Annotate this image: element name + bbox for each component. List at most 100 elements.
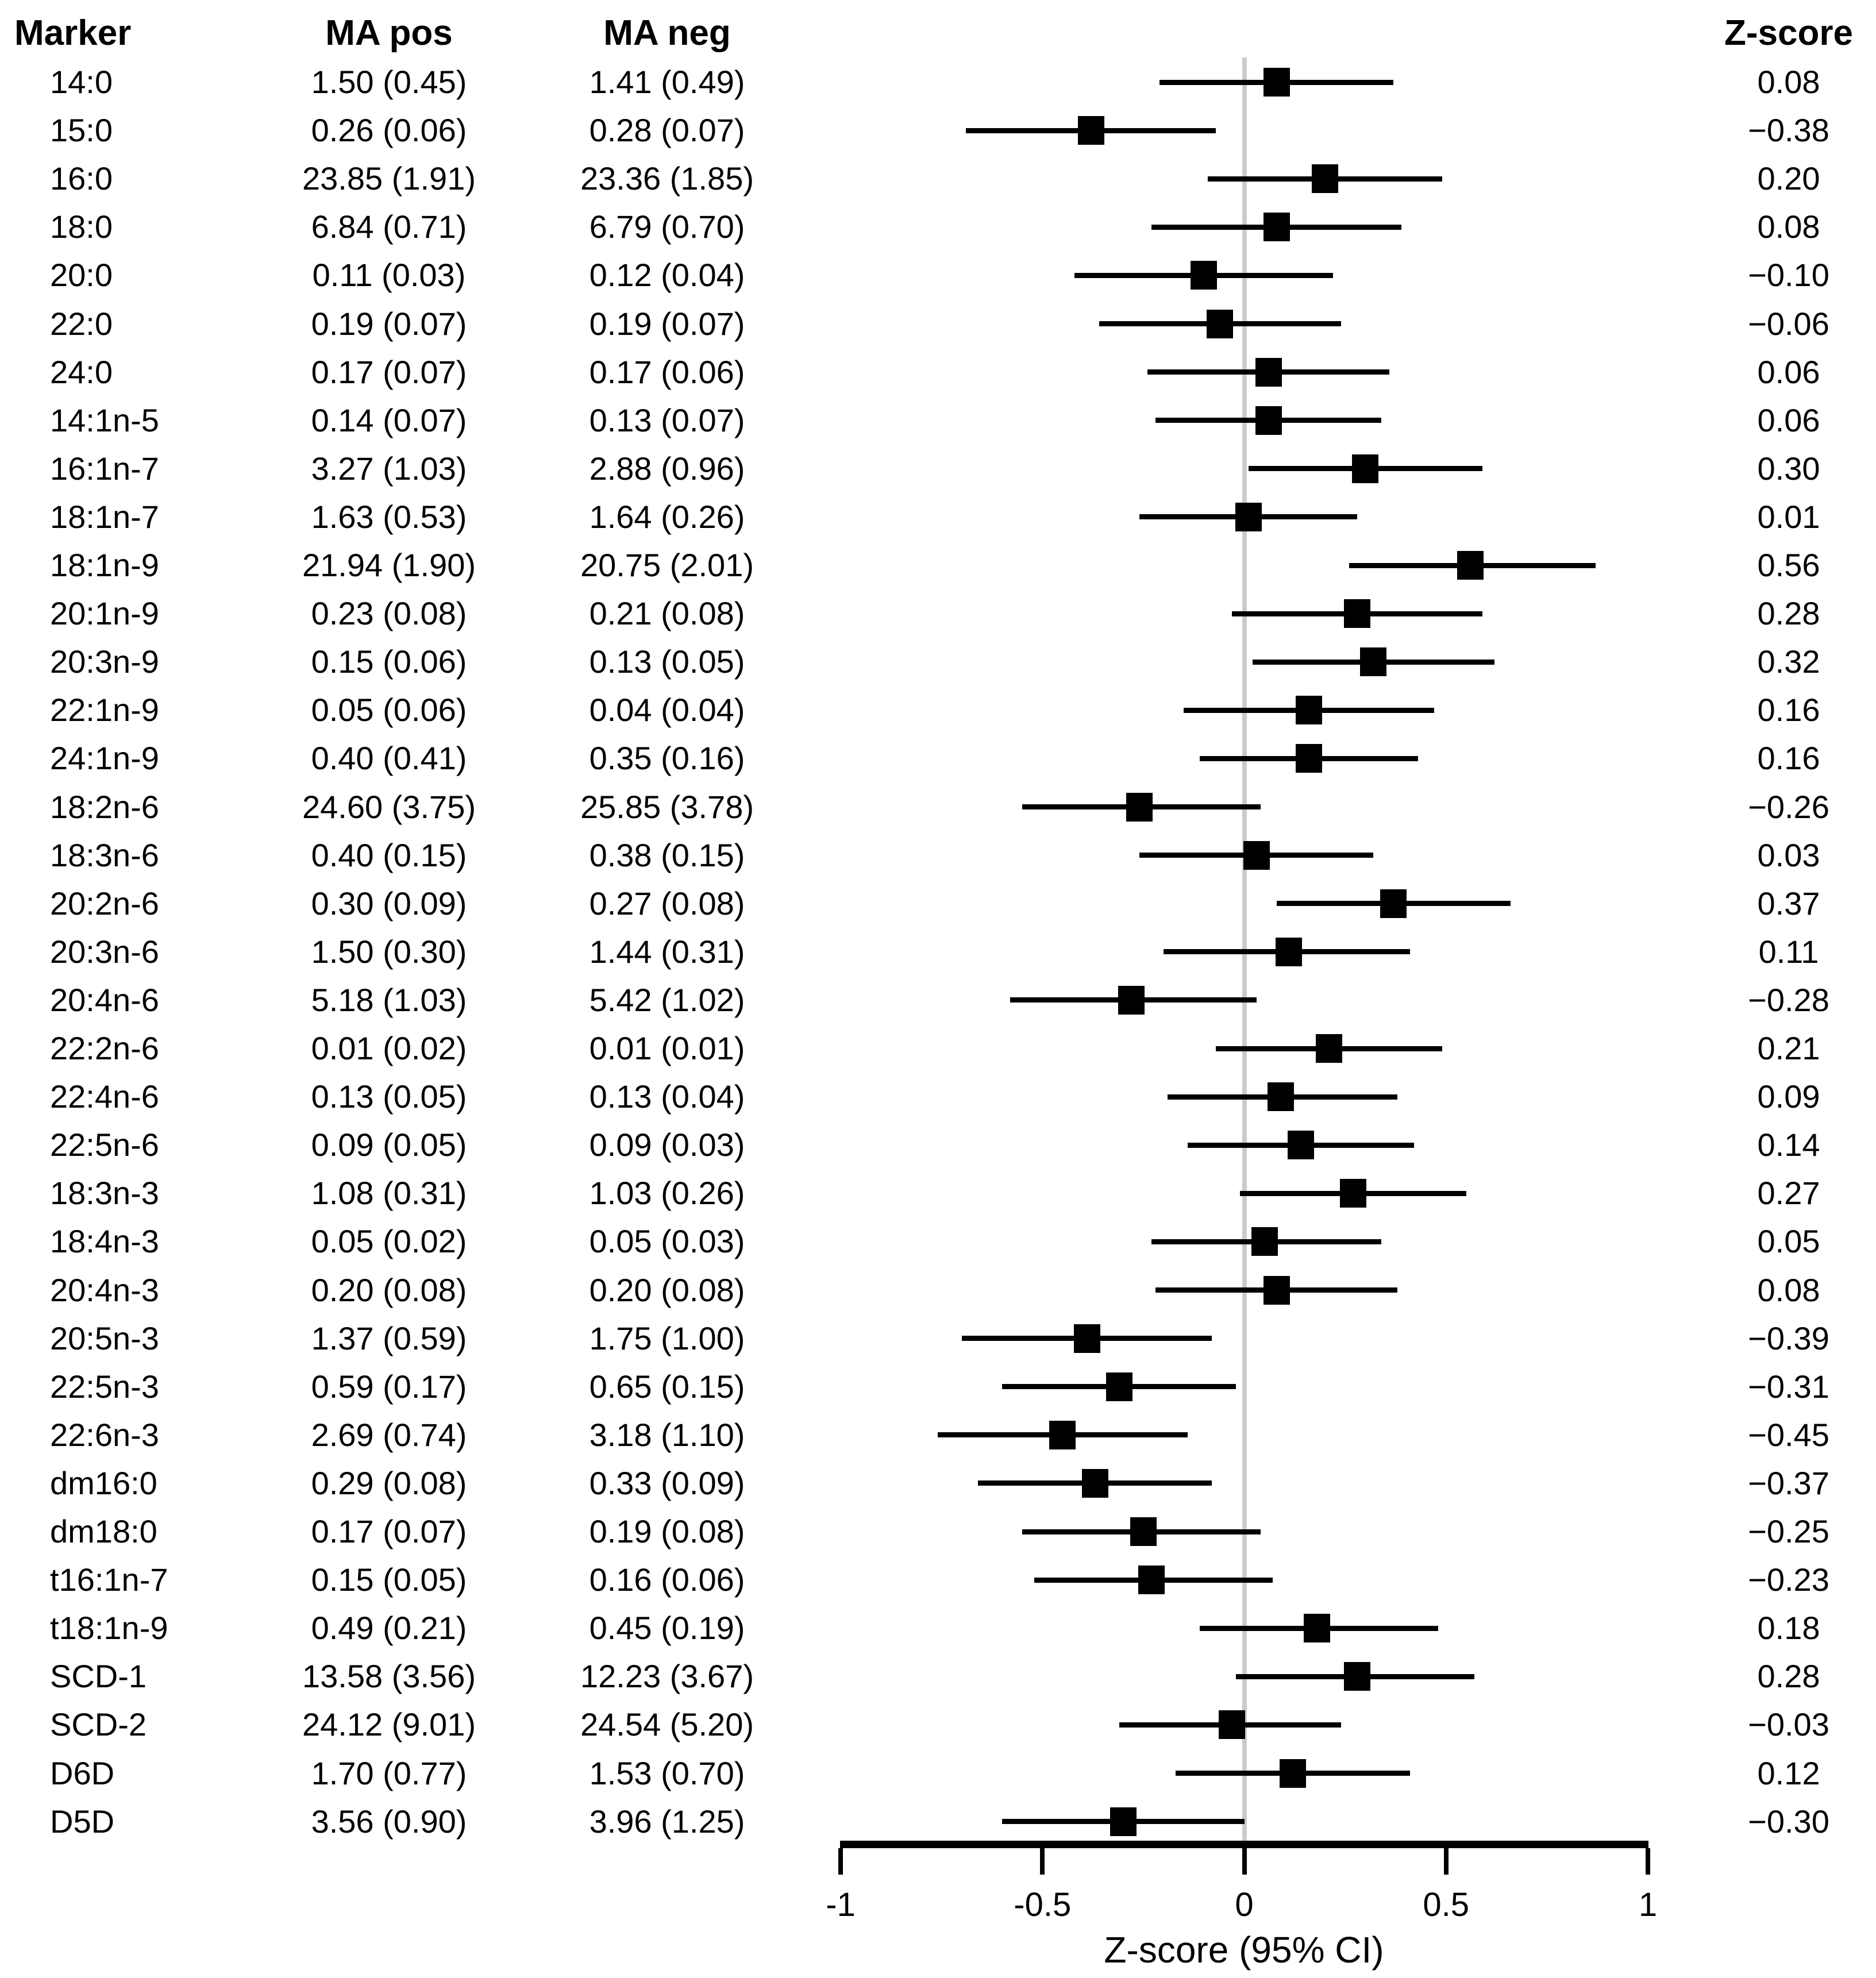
ma-neg-value: 0.28 (0.07) — [589, 112, 745, 149]
ma-pos-value: 0.05 (0.02) — [311, 1223, 467, 1260]
marker-label: 18:3n-3 — [50, 1175, 159, 1212]
column-header-ma-neg: MA neg — [603, 13, 731, 53]
z-score-value: 0.05 — [1757, 1223, 1820, 1260]
marker-label: SCD-2 — [50, 1706, 147, 1743]
z-score-value: −0.39 — [1748, 1320, 1829, 1356]
x-axis-tick-label: -1 — [826, 1886, 856, 1923]
point-square — [1263, 213, 1290, 242]
ma-neg-value: 0.04 (0.04) — [589, 692, 745, 728]
marker-label: 16:1n-7 — [50, 450, 159, 487]
marker-label: D5D — [50, 1803, 115, 1840]
marker-label: SCD-1 — [50, 1658, 147, 1695]
z-score-value: −0.03 — [1748, 1706, 1829, 1743]
z-score-value: 0.28 — [1757, 1658, 1820, 1695]
marker-label: 18:2n-6 — [50, 788, 159, 825]
ma-neg-value: 3.96 (1.25) — [589, 1803, 745, 1840]
ma-pos-value: 1.37 (0.59) — [311, 1320, 467, 1356]
ma-pos-value: 0.15 (0.06) — [311, 643, 467, 680]
z-score-value: −0.38 — [1748, 112, 1829, 149]
ma-pos-value: 0.11 (0.03) — [312, 257, 466, 294]
x-axis-tick-label: -0.5 — [1014, 1886, 1072, 1923]
point-square — [1243, 840, 1270, 870]
x-axis-line — [840, 1841, 1648, 1848]
marker-label: 22:4n-6 — [50, 1078, 159, 1115]
ma-neg-value: 2.88 (0.96) — [589, 450, 745, 487]
z-score-value: 0.14 — [1757, 1127, 1820, 1163]
z-score-value: −0.10 — [1748, 257, 1829, 294]
marker-label: 18:3n-6 — [50, 836, 159, 873]
point-square — [1344, 599, 1371, 629]
marker-label: 18:1n-7 — [50, 498, 159, 535]
point-square — [1255, 357, 1282, 387]
ma-pos-value: 0.49 (0.21) — [311, 1610, 467, 1647]
point-square — [1267, 1082, 1294, 1112]
ma-pos-value: 0.13 (0.05) — [311, 1078, 467, 1115]
marker-label: 22:1n-9 — [50, 692, 159, 728]
ma-neg-value: 1.44 (0.31) — [589, 933, 745, 970]
ma-neg-value: 1.03 (0.26) — [589, 1175, 745, 1212]
column-header-ma-pos: MA pos — [325, 13, 453, 53]
ma-pos-value: 0.05 (0.06) — [311, 692, 467, 728]
ma-neg-value: 20.75 (2.01) — [580, 547, 754, 583]
x-axis-tick-label: 0.5 — [1423, 1886, 1470, 1923]
point-square — [1340, 1179, 1367, 1208]
x-axis-title: Z-score (95% CI) — [1104, 1929, 1384, 1971]
marker-label: 20:3n-6 — [50, 933, 159, 970]
point-square — [1360, 647, 1387, 677]
marker-label: dm18:0 — [50, 1513, 157, 1549]
point-square — [1380, 889, 1407, 918]
ma-pos-value: 1.63 (0.53) — [311, 498, 467, 535]
ma-neg-value: 0.20 (0.08) — [589, 1271, 745, 1308]
ma-pos-value: 1.50 (0.45) — [311, 64, 467, 100]
column-header-z-score: Z-score — [1724, 13, 1853, 53]
ma-pos-value: 3.56 (0.90) — [311, 1803, 467, 1840]
x-axis-tick — [1646, 1848, 1650, 1875]
point-square — [1263, 68, 1290, 97]
point-square — [1312, 164, 1338, 194]
z-score-value: 0.28 — [1757, 595, 1820, 632]
ma-neg-value: 1.41 (0.49) — [589, 64, 745, 100]
ma-pos-value: 2.69 (0.74) — [311, 1416, 467, 1453]
point-square — [1207, 309, 1234, 338]
ma-neg-value: 0.27 (0.08) — [589, 885, 745, 921]
marker-label: 14:0 — [50, 64, 113, 100]
z-score-value: 0.18 — [1757, 1610, 1820, 1647]
ma-neg-value: 0.45 (0.19) — [589, 1610, 745, 1647]
ma-neg-value: 0.05 (0.03) — [589, 1223, 745, 1260]
ma-neg-value: 0.01 (0.01) — [589, 1030, 745, 1066]
point-square — [1251, 1227, 1278, 1256]
ma-pos-value: 24.60 (3.75) — [302, 788, 476, 825]
point-square — [1191, 261, 1218, 290]
point-square — [1081, 1468, 1108, 1498]
ma-neg-value: 0.17 (0.06) — [589, 353, 745, 390]
ma-pos-value: 0.15 (0.05) — [311, 1561, 467, 1598]
marker-label: 20:4n-3 — [50, 1271, 159, 1308]
marker-label: 14:1n-5 — [50, 402, 159, 438]
z-score-value: −0.23 — [1748, 1561, 1829, 1598]
marker-label: 18:4n-3 — [50, 1223, 159, 1260]
z-score-value: −0.06 — [1748, 305, 1829, 342]
point-square — [1118, 985, 1145, 1015]
zero-reference-line — [1242, 57, 1247, 1841]
ma-pos-value: 0.17 (0.07) — [311, 353, 467, 390]
marker-label: 20:0 — [50, 257, 113, 294]
ma-neg-value: 25.85 (3.78) — [580, 788, 754, 825]
ma-pos-value: 13.58 (3.56) — [302, 1658, 476, 1695]
ma-neg-value: 0.16 (0.06) — [589, 1561, 745, 1598]
ma-neg-value: 23.36 (1.85) — [580, 160, 754, 197]
ma-pos-value: 0.26 (0.06) — [311, 112, 467, 149]
z-score-value: −0.31 — [1748, 1368, 1829, 1405]
point-square — [1219, 1710, 1246, 1740]
point-square — [1263, 1275, 1290, 1305]
z-score-value: 0.01 — [1757, 498, 1820, 535]
point-square — [1295, 744, 1322, 773]
ma-pos-value: 0.23 (0.08) — [311, 595, 467, 632]
ma-pos-value: 0.17 (0.07) — [311, 1513, 467, 1549]
ma-neg-value: 0.19 (0.08) — [589, 1513, 745, 1549]
ma-neg-value: 1.53 (0.70) — [589, 1755, 745, 1791]
ma-neg-value: 0.35 (0.16) — [589, 740, 745, 777]
ma-pos-value: 0.40 (0.41) — [311, 740, 467, 777]
ma-neg-value: 0.13 (0.07) — [589, 402, 745, 438]
z-score-value: 0.27 — [1757, 1175, 1820, 1212]
